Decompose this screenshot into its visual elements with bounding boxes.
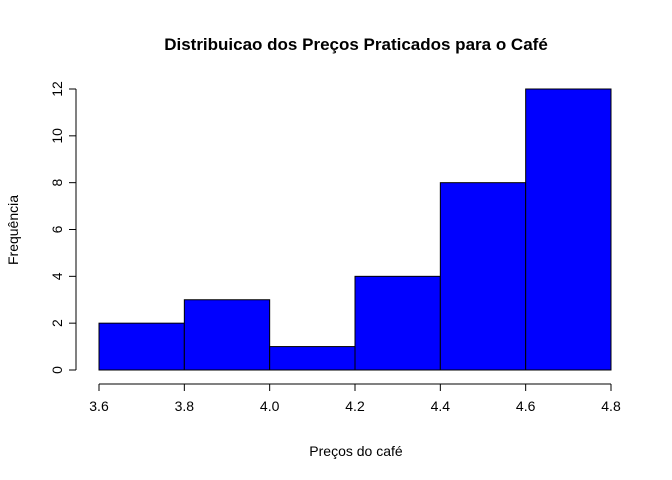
y-tick-label: 8 <box>49 179 65 187</box>
histogram-bar-5 <box>525 88 612 371</box>
y-tick-label: 0 <box>49 366 65 374</box>
y-tick-label: 6 <box>49 225 65 233</box>
x-tick-label: 3.6 <box>89 398 109 414</box>
histogram-bar-4 <box>439 182 527 371</box>
bars-group <box>98 88 612 371</box>
x-axis: 3.6 3.8 4.0 4.2 4.4 4.6 4.8 <box>89 383 621 414</box>
chart-title: Distribuicao dos Preços Praticados para … <box>164 35 548 54</box>
y-tick-label: 2 <box>49 319 65 327</box>
x-axis-label: Preços do café <box>309 443 403 459</box>
x-tick-label: 4.8 <box>601 398 621 414</box>
y-axis-label: Frequência <box>5 195 21 265</box>
x-tick-label: 3.8 <box>175 398 195 414</box>
x-tick-label: 4.6 <box>516 398 536 414</box>
histogram-bar-2 <box>269 346 356 371</box>
histogram-bar-3 <box>354 275 441 371</box>
x-tick-label: 4.2 <box>345 398 365 414</box>
x-tick-label: 4.0 <box>260 398 280 414</box>
y-tick-label: 10 <box>49 128 65 144</box>
y-tick-label: 12 <box>49 81 65 97</box>
y-axis: 0 2 4 6 8 10 12 <box>49 81 77 374</box>
histogram-bar-0 <box>98 322 185 371</box>
x-tick-label: 4.4 <box>431 398 451 414</box>
y-tick-label: 4 <box>49 272 65 280</box>
histogram-bar-1 <box>183 299 271 371</box>
